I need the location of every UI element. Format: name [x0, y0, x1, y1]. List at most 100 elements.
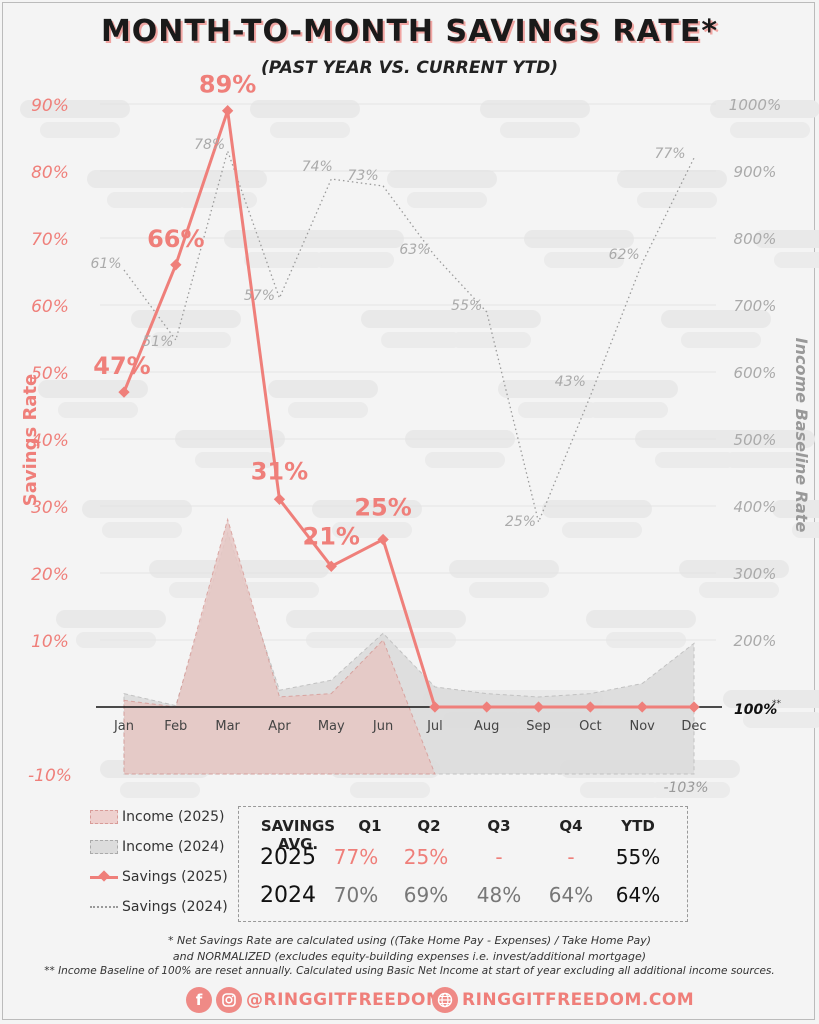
table-header-cell: Q3: [487, 817, 511, 835]
y-tick-label: 50%: [31, 364, 69, 384]
background-cloud: [270, 122, 350, 138]
table-cell: 25%: [403, 845, 449, 869]
background-cloud: [102, 522, 182, 538]
table-header-cell: SAVINGS AVG.: [260, 817, 336, 853]
x-tick-label: Nov: [629, 719, 655, 734]
table-cell: 69%: [403, 883, 449, 907]
legend-swatch: [90, 906, 118, 908]
legend-label: Income (2024): [122, 839, 225, 855]
savings-2025-point: [325, 560, 337, 572]
social-handle[interactable]: f @RINGGITFREEDOM: [186, 986, 443, 1014]
website-link[interactable]: RINGGITFREEDOM.COM: [432, 986, 694, 1014]
savings-2025-line: [122, 109, 694, 709]
annotation-label: -103%: [663, 780, 708, 796]
footnote-formula: * Net Savings Rate are calculated using …: [0, 933, 819, 965]
background-cloud: [449, 560, 559, 578]
background-cloud: [425, 452, 505, 468]
background-cloud: [730, 122, 810, 138]
background-cloud: [586, 610, 696, 628]
instagram-icon[interactable]: [216, 987, 242, 1013]
table-header-row: SAVINGS AVG. Q1 Q2 Q3 Q4 YTD: [239, 807, 687, 853]
legend: Income (2025) Income (2024) Savings (202…: [90, 802, 240, 922]
savings-2025-point: [481, 701, 493, 713]
legend-item-income-2024: Income (2024): [90, 832, 240, 862]
savings-2024-label: 43%: [555, 374, 586, 390]
savings-2024-label: 57%: [244, 288, 275, 304]
axes: -10% 10% 20% 30% 40% 50% 60% 70% 80% 90% 200% 300% 4…: [20, 96, 811, 796]
background-cloud: [288, 402, 368, 418]
table-row: 2024 70% 69% 48% 64% 64%: [239, 883, 687, 919]
website-text[interactable]: RINGGITFREEDOM.COM: [462, 990, 695, 1010]
table-header-cell: Q2: [417, 817, 441, 835]
table-cell: 70%: [333, 883, 379, 907]
background-cloud: [451, 332, 531, 348]
y-tick-label: 70%: [31, 230, 69, 250]
y-tick-label: 40%: [31, 431, 69, 451]
legend-item-savings-2024: Savings (2024): [90, 892, 240, 922]
legend-label: Savings (2024): [122, 899, 228, 915]
y-tick-label: 20%: [31, 565, 69, 585]
background-cloud: [524, 230, 634, 248]
savings-2025-label: 25%: [354, 494, 411, 522]
background-cloud: [498, 380, 608, 398]
savings-2025-point: [584, 701, 597, 713]
background-cloud: [244, 252, 324, 268]
y2-tick-label: 800%: [734, 230, 777, 248]
table-cell: 64%: [548, 883, 594, 907]
legend-swatch: [90, 875, 118, 879]
table-header-cell: Q1: [358, 817, 382, 835]
background-cloud: [743, 712, 819, 728]
chart-subtitle: (PAST YEAR VS. CURRENT YTD): [260, 58, 559, 78]
table-cell: -: [495, 845, 503, 869]
background-cloud: [617, 170, 727, 188]
data-labels: 47%66%89%31%21%25%61%51%78%57%74%73%63%5…: [90, 71, 685, 551]
legend-label: Income (2025): [122, 809, 225, 825]
background-cloud: [699, 582, 779, 598]
x-tick-label: Mar: [215, 719, 240, 734]
savings-summary-table: SAVINGS AVG. Q1 Q2 Q3 Q4 YTD 2025 77% 25…: [238, 806, 688, 922]
background-cloud: [792, 522, 819, 538]
savings-2024-label: 78%: [194, 137, 225, 153]
table-header-cell: Q4: [559, 817, 583, 835]
background-cloud: [542, 500, 652, 518]
table-cell-year: 2024: [260, 883, 316, 908]
savings-2024-label: 25%: [505, 514, 536, 530]
background-cloud: [239, 582, 319, 598]
table-row: 2025 77% 25% - - 55%: [239, 845, 687, 881]
background-cloud: [350, 782, 430, 798]
y2-axis-title: Income Baseline Rate: [792, 338, 811, 533]
y2-tick-label: 1000%: [729, 96, 781, 114]
income-2025-area: [123, 517, 436, 775]
background-cloud: [710, 100, 819, 118]
savings-2025-point: [688, 701, 700, 713]
globe-icon[interactable]: [432, 987, 458, 1013]
background-cloud: [774, 252, 819, 268]
background-cloud: [381, 332, 461, 348]
y2-tick-label: 400%: [734, 498, 777, 516]
y2-tick-label: 200%: [734, 632, 777, 650]
background-cloud: [314, 252, 394, 268]
y2-tick-label: 700%: [734, 297, 777, 315]
background-cloud: [544, 252, 624, 268]
background-cloud: [224, 230, 334, 248]
x-tick-label: Jul: [426, 719, 443, 734]
y-tick-label: 90%: [31, 96, 69, 116]
social-handle-text[interactable]: @RINGGITFREEDOM: [246, 990, 444, 1010]
background-cloud: [286, 610, 396, 628]
background-cloud: [518, 402, 598, 418]
savings-2025-label: 47%: [93, 352, 150, 380]
savings-2024-label: 62%: [609, 247, 640, 263]
facebook-icon[interactable]: f: [186, 987, 212, 1013]
x-tick-label: Dec: [681, 719, 706, 734]
savings-2024-label: 63%: [399, 242, 430, 258]
savings-2025-label: 21%: [303, 522, 360, 550]
background-cloud: [772, 500, 819, 518]
y-axis-title: Savings Rate: [20, 374, 41, 507]
table-cell: 77%: [333, 845, 379, 869]
savings-2024-label: 74%: [302, 159, 333, 175]
background-cloud: [332, 522, 412, 538]
legend-swatch: [90, 840, 118, 854]
table-cell-year: 2025: [260, 845, 316, 870]
background-cloud: [361, 310, 471, 328]
background-cloud: [387, 170, 497, 188]
